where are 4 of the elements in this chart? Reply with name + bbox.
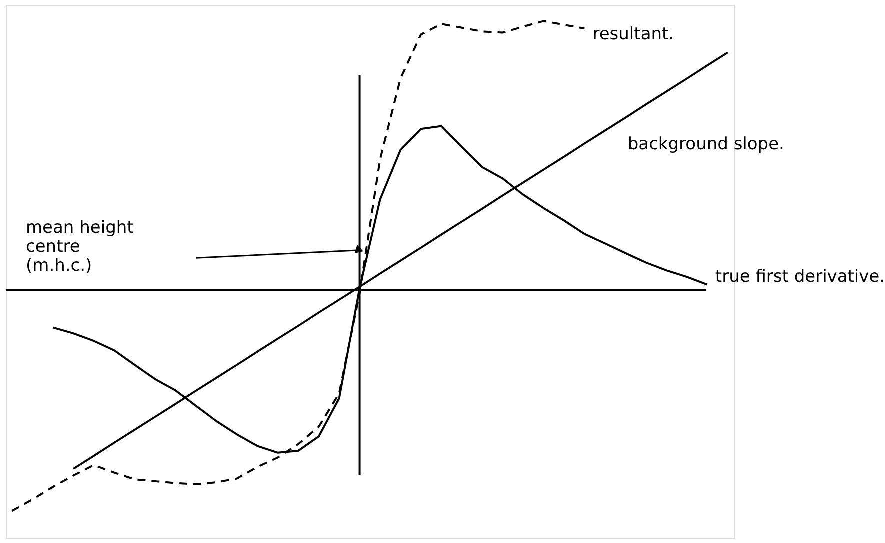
series-label: background slope. xyxy=(628,134,784,155)
series-label: true first derivative. xyxy=(715,266,885,287)
annotation: mean height centre (m.h.c.) xyxy=(26,218,134,276)
series-label: resultant. xyxy=(592,24,674,45)
